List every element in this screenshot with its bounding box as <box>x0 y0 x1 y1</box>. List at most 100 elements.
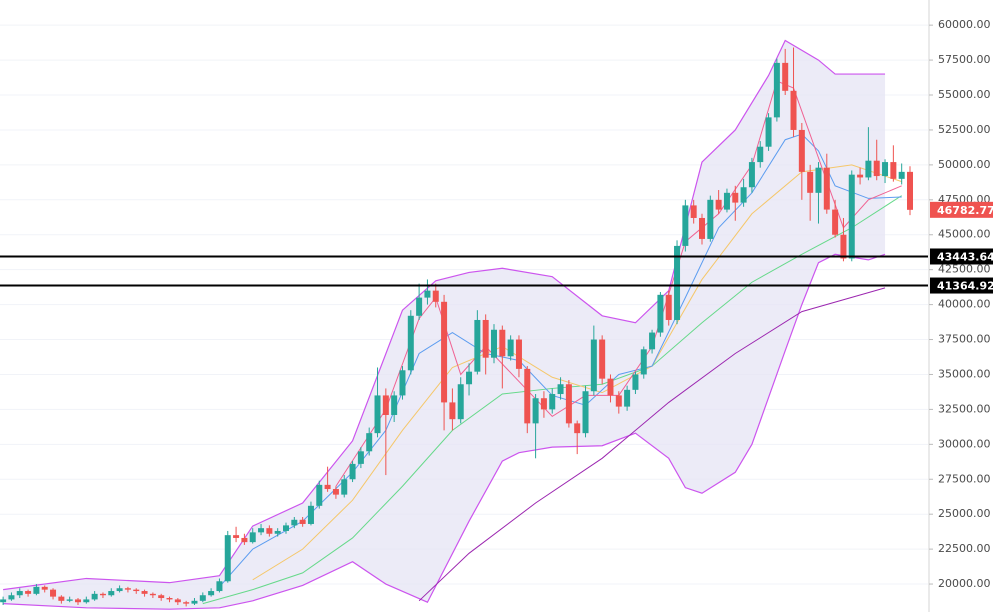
y-tick-label: 40000.00 <box>938 298 991 311</box>
candle-body <box>449 402 456 420</box>
candle-body <box>865 160 872 178</box>
candle-body <box>441 301 448 403</box>
candle-body <box>474 319 481 372</box>
y-tick-label: 50000.00 <box>938 158 991 171</box>
y-tick-label: 60000.00 <box>938 18 991 31</box>
candle-body <box>133 589 140 592</box>
candle-body <box>249 532 256 543</box>
candle-body <box>432 290 439 302</box>
candle-body <box>624 389 631 407</box>
candle-body <box>582 391 589 434</box>
candle-body <box>266 528 273 534</box>
candle-body <box>907 171 913 210</box>
candle-body <box>773 62 780 118</box>
candle-body <box>723 192 730 210</box>
candle-body <box>391 395 398 415</box>
candle-body <box>158 595 165 599</box>
price-axis-labels: 20000.00 22500.00 25000.00 27500.00 30000.00… <box>929 18 993 590</box>
candle-body <box>832 209 839 235</box>
candle-body <box>615 395 622 407</box>
candle-body <box>798 129 805 172</box>
candle-body <box>66 599 73 601</box>
y-tick-label: 35000.00 <box>938 367 991 380</box>
indicator-line <box>335 80 902 487</box>
indicator-line <box>252 164 902 581</box>
candle-body <box>549 394 556 410</box>
y-tick-label: 37500.00 <box>938 333 991 346</box>
candle-body <box>499 329 506 357</box>
candle-body <box>882 162 889 177</box>
level-tag <box>930 277 993 294</box>
candle-body <box>108 591 115 596</box>
candle-body <box>873 160 880 177</box>
candle-body <box>341 479 348 495</box>
y-tick-label: 32500.00 <box>938 402 991 415</box>
candle-body <box>765 117 772 147</box>
candle-body <box>823 167 830 210</box>
candle-body <box>75 599 81 603</box>
candle-body <box>0 599 7 603</box>
candle-body <box>283 525 289 531</box>
candle-body <box>424 290 431 298</box>
y-tick-label: 55000.00 <box>938 88 991 101</box>
candle-body <box>699 217 705 239</box>
candle-body <box>649 332 656 350</box>
candle-body <box>707 199 714 239</box>
candle-body <box>274 530 281 534</box>
candle-body <box>532 398 539 424</box>
candle-body <box>898 171 905 179</box>
candle-body <box>366 433 373 452</box>
candle-body <box>99 593 106 596</box>
candle-body <box>890 162 897 179</box>
candle-body <box>316 484 323 506</box>
candle-body <box>399 370 406 396</box>
candle-body <box>848 174 855 259</box>
candle-body <box>674 245 681 320</box>
candle-body <box>8 595 15 600</box>
candle-body <box>50 589 57 597</box>
y-tick-label: 45000.00 <box>938 228 991 241</box>
candle-body <box>840 234 847 259</box>
candle-body <box>332 489 339 495</box>
candle-body <box>41 586 48 590</box>
band-upper <box>3 39 886 591</box>
indicator-line <box>418 287 886 602</box>
candle-body <box>482 319 489 358</box>
candle-body <box>216 581 223 592</box>
candle-body <box>632 374 639 390</box>
candle-body <box>740 187 747 203</box>
candle-body <box>682 205 689 246</box>
indicator-line <box>202 195 902 605</box>
candle-body <box>690 205 697 218</box>
candle-body <box>782 62 789 91</box>
candle-body <box>307 505 314 524</box>
candle-body <box>857 174 864 178</box>
candle-body <box>757 146 764 163</box>
candle-body <box>599 339 606 379</box>
level-label: 43443.64 <box>937 250 993 263</box>
candle-body <box>141 591 148 594</box>
candle-body <box>191 600 198 604</box>
candle-body <box>357 451 364 464</box>
level-tag <box>930 248 993 265</box>
candle-body <box>540 398 547 410</box>
level-label: 41364.92 <box>937 280 993 293</box>
candle-body <box>715 199 722 210</box>
candle-body <box>116 588 123 592</box>
candle-body <box>491 329 497 358</box>
candle-body <box>149 593 156 596</box>
candle-body <box>208 591 215 596</box>
candle-body <box>657 294 664 333</box>
candle-body <box>224 535 231 582</box>
y-tick-label: 42500.00 <box>938 263 991 276</box>
candle-body <box>790 90 797 130</box>
candle-body <box>466 371 473 385</box>
candle-body <box>166 598 173 600</box>
candle-body <box>241 537 248 543</box>
candle-body <box>640 349 647 375</box>
candle-body <box>815 167 822 193</box>
candle-body <box>83 599 90 603</box>
candle-body <box>665 294 672 320</box>
